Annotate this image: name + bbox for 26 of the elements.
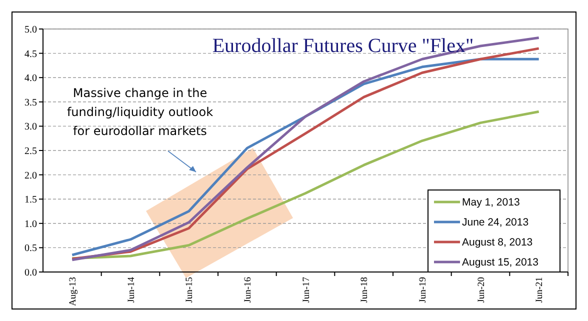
- y-tick-label: 2.0: [24, 170, 37, 182]
- legend-label: August 8, 2013: [462, 236, 533, 249]
- x-tick-label: Jun-16: [243, 276, 254, 303]
- annotation: Massive change in the funding/liquidity outlook for eurodollar markets: [66, 86, 214, 138]
- legend-label: August 15, 2013: [462, 256, 539, 269]
- y-tick-label: 4.5: [24, 48, 37, 60]
- x-tick-label: Aug-13: [68, 276, 78, 306]
- y-tick-label: 5.0: [24, 24, 37, 36]
- y-tick-label: 4.0: [24, 73, 37, 84]
- y-tick-label: 3.5: [24, 97, 37, 108]
- y-tick-label: 0.0: [24, 268, 37, 278]
- y-tick-label: 0.5: [24, 243, 37, 254]
- x-tick-label: Jun-15: [185, 276, 196, 303]
- y-tick-label: 1.0: [24, 218, 37, 230]
- y-tick-label: 1.5: [24, 194, 37, 206]
- chart-title: Eurodollar Futures Curve "Flex": [212, 35, 474, 57]
- legend-label: June 24, 2013: [462, 216, 529, 229]
- x-tick-label: Jun-20: [476, 276, 487, 303]
- x-tick-label: Jun-19: [418, 276, 428, 303]
- x-tick-label: Jun-18: [360, 276, 370, 303]
- legend-label: May 1, 2013: [462, 196, 520, 209]
- y-tick-label: 3.0: [24, 122, 37, 133]
- x-tick-label: Jun-17: [302, 276, 312, 303]
- x-tick-label: Jun-14: [126, 276, 137, 303]
- x-tick-label: Jun-21: [535, 276, 546, 303]
- y-tick-label: 2.5: [24, 146, 37, 157]
